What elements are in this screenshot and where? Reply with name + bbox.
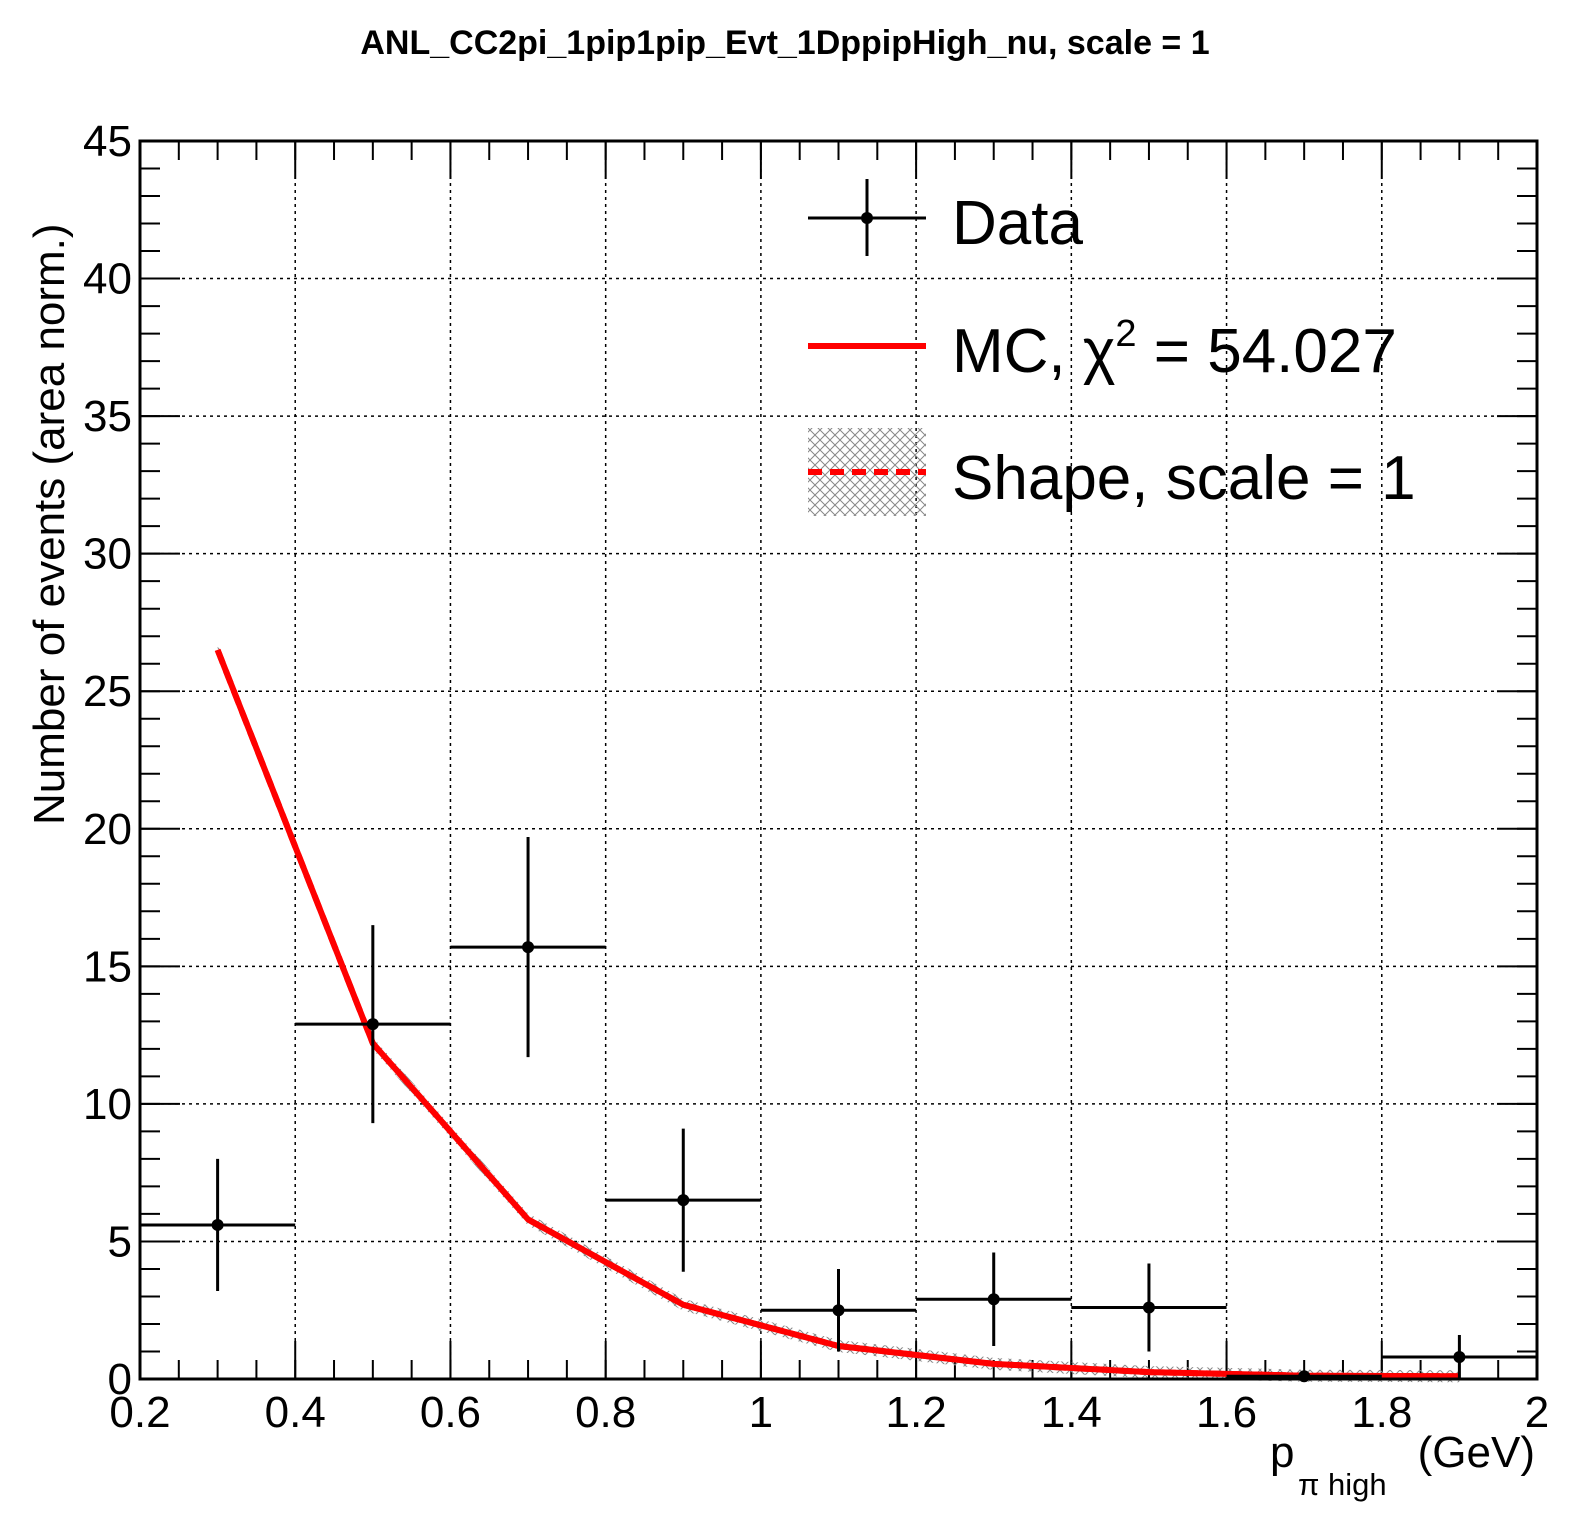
legend-shape-label: Shape, scale = 1 — [952, 444, 1416, 513]
legend-mc-label: MC, χ2 = 54.027 — [952, 313, 1397, 386]
x-tick-label: 0.4 — [265, 1388, 326, 1437]
data-marker — [987, 1293, 1000, 1306]
y-tick-label: 35 — [83, 392, 132, 441]
data-marker — [677, 1194, 690, 1207]
x-axis-title-unit: (GeV) — [1418, 1428, 1535, 1477]
x-tick-label: 1 — [749, 1388, 773, 1437]
data-marker — [366, 1018, 379, 1031]
y-tick-label: 20 — [83, 805, 132, 854]
legend: Data MC, χ2 = 54.027 Shape, scale = 1 — [808, 179, 1416, 516]
y-tick-label: 10 — [83, 1080, 132, 1129]
data-point — [605, 1128, 761, 1272]
data-marker — [832, 1304, 845, 1317]
x-tick-label: 0.6 — [420, 1388, 481, 1437]
legend-mc-label-main: MC, χ — [952, 317, 1115, 386]
x-tick-label: 0.8 — [575, 1388, 636, 1437]
x-tick-label: 1.4 — [1041, 1388, 1102, 1437]
x-axis-title-main: p — [1270, 1428, 1294, 1477]
x-tick-label: 1.2 — [886, 1388, 947, 1437]
data-point — [140, 1158, 296, 1291]
legend-entry-mc: MC, χ2 = 54.027 — [808, 313, 1397, 386]
x-tick-label: 1.6 — [1196, 1388, 1257, 1437]
data-marker — [1453, 1350, 1466, 1363]
y-tick-label: 0 — [108, 1355, 132, 1404]
legend-entry-data: Data — [808, 179, 1083, 258]
data-point — [1071, 1263, 1227, 1352]
data-point — [916, 1252, 1072, 1346]
x-tick-label: 0.2 — [109, 1388, 170, 1437]
y-tick-label: 45 — [83, 117, 132, 166]
legend-entry-shape: Shape, scale = 1 — [808, 428, 1416, 516]
y-tick-label: 40 — [83, 255, 132, 304]
legend-mc-label-sup: 2 — [1115, 313, 1136, 355]
data-marker — [1142, 1301, 1155, 1314]
x-tick-label: 2 — [1525, 1388, 1549, 1437]
data-marker — [211, 1218, 224, 1231]
y-axis-title: Number of events (area norm.) — [25, 223, 74, 825]
data-series — [140, 837, 1537, 1383]
y-tick-labels: 0 5 10 15 20 25 30 35 40 45 — [83, 117, 132, 1404]
y-tick-label: 15 — [83, 942, 132, 991]
legend-mc-label-tail: = 54.027 — [1137, 317, 1397, 386]
x-tick-label: 1.8 — [1351, 1388, 1412, 1437]
legend-data-marker — [861, 212, 873, 224]
data-point — [760, 1268, 917, 1352]
chart-title: ANL_CC2pi_1pip1pip_Evt_1DppipHigh_nu, sc… — [360, 24, 1209, 62]
data-point — [450, 837, 606, 1058]
y-tick-label: 25 — [83, 667, 132, 716]
data-marker — [522, 941, 535, 954]
data-point — [1381, 1334, 1537, 1379]
plot-frame — [138, 139, 1539, 1381]
x-axis-title-sub: π high — [1298, 1467, 1387, 1502]
y-tick-label: 30 — [83, 530, 132, 579]
y-tick-label: 5 — [108, 1217, 132, 1266]
data-point — [295, 925, 451, 1124]
x-axis-title: p π high (GeV) — [1270, 1428, 1535, 1502]
legend-data-label: Data — [952, 189, 1083, 258]
x-tick-labels: 0.2 0.4 0.6 0.8 1 1.2 1.4 1.6 1.8 2 — [109, 1388, 1549, 1437]
